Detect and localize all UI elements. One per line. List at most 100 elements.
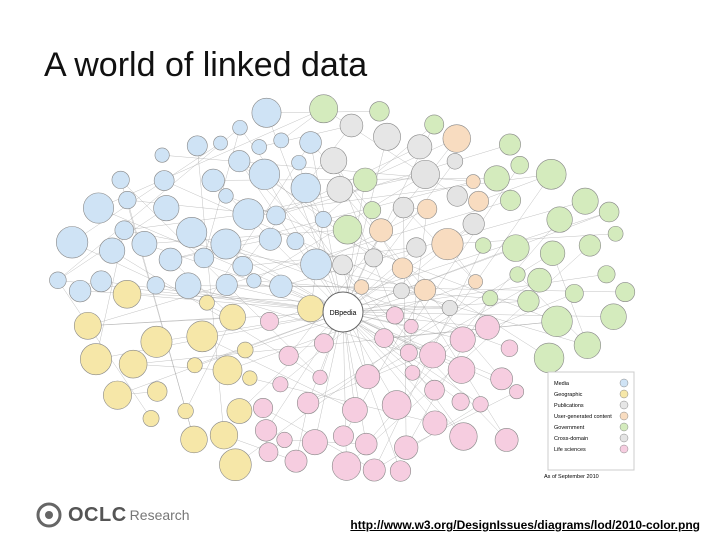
dataset-node [140, 325, 173, 358]
dataset-node [406, 237, 427, 258]
legend-label: Media [554, 381, 570, 387]
dataset-node [442, 124, 471, 153]
edge [144, 229, 348, 245]
dataset-node [422, 410, 448, 436]
dataset-node [49, 271, 67, 289]
dataset-node [468, 274, 483, 290]
dataset-node [228, 150, 251, 173]
dataset-node [615, 282, 636, 302]
edge [342, 179, 366, 313]
dataset-node [403, 319, 419, 334]
dataset-node [394, 435, 419, 460]
dataset-node [212, 355, 243, 386]
dataset-node [494, 428, 519, 452]
dataset-node [451, 392, 470, 411]
legend-label: Publications [554, 403, 584, 409]
dataset-node [407, 134, 433, 160]
dataset-node [339, 113, 364, 138]
dataset-node [533, 342, 565, 374]
edge [342, 311, 488, 328]
dataset-node [499, 133, 521, 156]
dataset-node [404, 365, 421, 381]
dataset-node [391, 257, 414, 279]
dataset-node [209, 421, 239, 450]
dataset-node [331, 451, 362, 481]
dataset-node [286, 232, 305, 250]
dataset-node [201, 168, 225, 193]
logo-text: OCLC [68, 503, 127, 526]
edge [276, 144, 511, 216]
dataset-node [266, 205, 286, 226]
dataset-node [314, 210, 332, 228]
edge [374, 404, 481, 471]
dataset-node [571, 187, 599, 215]
edge [342, 136, 388, 313]
slide-title: A world of linked data [44, 46, 368, 84]
dataset-node [517, 290, 540, 313]
dataset-node [186, 357, 203, 374]
dataset-node [446, 185, 468, 207]
edge [124, 229, 426, 291]
edge [98, 108, 324, 209]
dataset-node [300, 248, 332, 281]
dataset-node [111, 170, 130, 189]
dataset-node [273, 132, 290, 149]
dataset-node [199, 294, 215, 311]
legend-swatch [619, 433, 629, 443]
dataset-node [118, 349, 148, 379]
edge [80, 290, 450, 309]
dataset-node [131, 231, 158, 257]
hub-node [322, 291, 364, 333]
dataset-node [219, 448, 252, 482]
dataset-node [186, 320, 218, 353]
dataset-node [431, 228, 464, 261]
dataset-node [414, 278, 437, 302]
edge [342, 311, 436, 424]
dataset-node [441, 299, 458, 317]
legend-swatch [619, 411, 629, 421]
dataset-node [472, 396, 489, 413]
dataset-node [449, 422, 478, 451]
dataset-node [176, 216, 208, 248]
edge [367, 279, 540, 377]
dataset-node [607, 225, 624, 242]
dataset-node [546, 206, 573, 233]
dataset-node [332, 215, 363, 245]
nodes [49, 94, 636, 482]
dataset-node [527, 267, 552, 293]
dataset-node [475, 315, 500, 340]
source-link[interactable]: http://www.w3.org/DesignIssues/diagrams/… [350, 518, 700, 532]
dataset-node [482, 290, 499, 307]
dataset-node [468, 190, 489, 212]
logo: OCLC Research [36, 502, 190, 528]
dataset-node [73, 311, 102, 340]
dataset-node [410, 159, 440, 189]
dataset-node [449, 326, 476, 353]
dataset-node [597, 265, 616, 284]
dataset-node [564, 284, 584, 303]
hub-label: DBpedia [330, 310, 357, 317]
dataset-node [186, 135, 208, 157]
edge [412, 174, 552, 373]
edge [333, 160, 507, 441]
caption: As of September 2010 [544, 474, 599, 480]
dataset-node [342, 397, 368, 423]
dataset-node [392, 196, 415, 219]
dataset-node [278, 345, 299, 366]
legend-label: Life sciences [554, 447, 586, 453]
legend-label: User-generated content [554, 414, 612, 420]
dataset-node [210, 228, 242, 260]
dataset-node [598, 201, 620, 223]
dataset-node [248, 158, 281, 190]
dataset-node [90, 270, 112, 293]
dataset-node [364, 248, 384, 268]
edge [71, 142, 221, 243]
dataset-node [218, 188, 234, 204]
dataset-node [541, 305, 573, 337]
edge [342, 311, 502, 380]
dataset-node [369, 101, 390, 122]
dataset-node [296, 391, 320, 415]
dataset-node [465, 174, 481, 189]
dataset-node [374, 328, 394, 348]
dataset-node [535, 159, 567, 190]
